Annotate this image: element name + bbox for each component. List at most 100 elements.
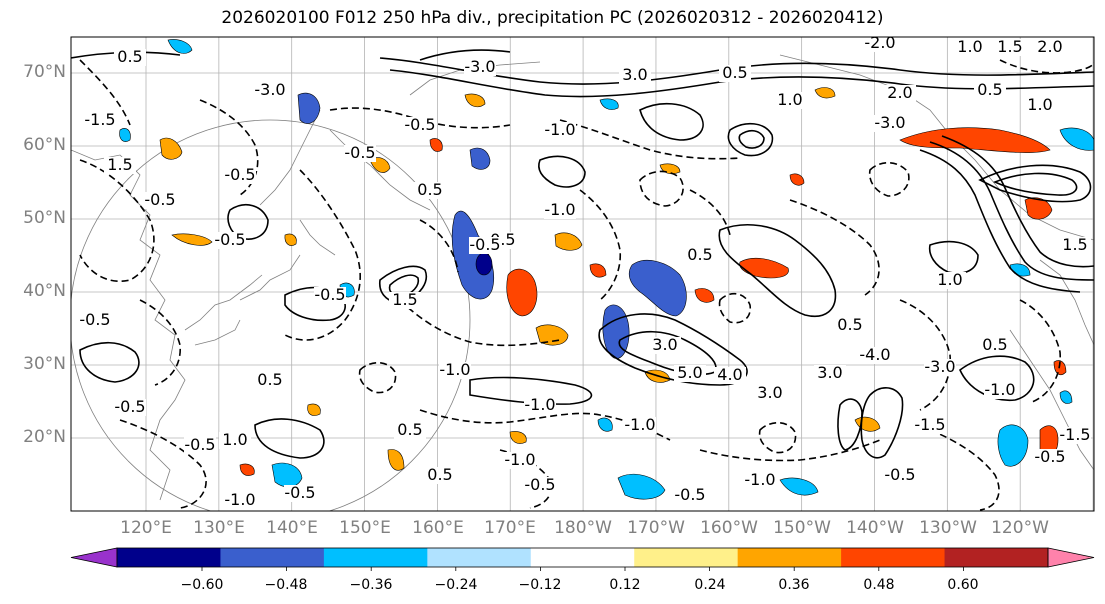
contour-label: -3.0: [464, 57, 495, 76]
contour-label-bg: [984, 382, 1016, 399]
contour-label: 0.5: [117, 47, 142, 66]
contour-label: 0.5: [837, 315, 862, 334]
contour-label: -0.5: [114, 397, 145, 416]
graticule: [71, 37, 1094, 511]
contour-label-bg: [114, 49, 146, 66]
contour-label: 1.5: [997, 37, 1022, 56]
contour-label: -1.0: [224, 490, 255, 509]
contour-label-bg: [624, 417, 656, 434]
lon-label-160e: 160°E: [412, 518, 464, 538]
contour-label-bg: [184, 437, 216, 454]
contour-label: -1.0: [504, 450, 535, 469]
lon-label-140w: 140°W: [846, 518, 904, 538]
contour-label-bg: [404, 117, 436, 134]
contour-label-bg: [224, 492, 256, 509]
colorbar: [70, 547, 1095, 571]
contour-label: -1.0: [439, 360, 470, 379]
contour-label: 2.0: [1037, 37, 1062, 56]
colorbar-tick-label: 0.48: [863, 577, 895, 593]
lon-label-130e: 130°E: [193, 518, 245, 538]
contour-label: -2.0: [864, 33, 895, 52]
contour-label: -0.5: [79, 310, 110, 329]
map-title: 2026020100 F012 250 hPa div., precipitat…: [221, 8, 884, 28]
lon-label-170e: 170°E: [484, 518, 536, 538]
contour-label: 1.0: [1027, 95, 1052, 114]
lat-label-30n: 30°N: [23, 354, 66, 374]
contour-label: -0.5: [214, 230, 245, 249]
contour-label-bg: [469, 237, 501, 254]
contour-label-bg: [1034, 39, 1066, 56]
contour-label-bg: [859, 347, 891, 364]
contour-label: -0.5: [674, 485, 705, 504]
contour-label-bg: [719, 65, 751, 82]
lon-label-120e: 120°E: [120, 518, 172, 538]
contour-label: -0.5: [344, 143, 375, 162]
lon-label-120w: 120°W: [991, 518, 1049, 538]
colorbar-segment: [944, 548, 1049, 567]
contour-label-bg: [684, 247, 716, 264]
contour-label: -1.0: [544, 200, 575, 219]
contour-label-bg: [424, 467, 456, 484]
colorbar-tick-label: −0.36: [349, 577, 393, 593]
contour-label-bg: [649, 337, 681, 354]
contour-label: -0.5: [1034, 447, 1065, 466]
contour-label: -1.0: [624, 415, 655, 434]
contour-label-bg: [864, 37, 896, 52]
contour-label: 0.5: [417, 180, 442, 199]
contour-label-bg: [994, 39, 1026, 56]
contour-label: 1.5: [107, 155, 132, 174]
contour-label: -0.5: [469, 235, 500, 254]
contour-label-bg: [224, 167, 256, 184]
contour-label: 1.5: [1062, 235, 1087, 254]
lat-label-50n: 50°N: [23, 208, 66, 228]
contour-label-bg: [114, 399, 146, 416]
lat-label-20n: 20°N: [23, 427, 66, 447]
contour-label-bg: [744, 472, 776, 489]
contour-label: 0.5: [722, 63, 747, 82]
contour-label: 0.5: [427, 465, 452, 484]
contour-label: 1.0: [937, 270, 962, 289]
colorbar-extend-min: [70, 547, 118, 568]
contour-label-bg: [414, 182, 446, 199]
contour-label: 1.0: [957, 37, 982, 56]
colorbar-segment: [634, 548, 739, 567]
contour-label-bg: [774, 92, 806, 109]
contour-label: -3.0: [874, 113, 905, 132]
lon-label-130w: 130°W: [919, 518, 977, 538]
contour-label-bg: [284, 485, 316, 502]
contour-label-bg: [1024, 97, 1056, 114]
lat-label-40n: 40°N: [23, 281, 66, 301]
colorbar-tick-label: 0.12: [609, 577, 641, 593]
contour-label: -0.5: [404, 115, 435, 134]
contour-label: 1.0: [777, 90, 802, 109]
contour-label-bg: [544, 122, 576, 139]
contour-label: -1.5: [914, 415, 945, 434]
contour-label: -1.0: [544, 120, 575, 139]
contour-label: 5.0: [677, 363, 702, 382]
colorbar-tick-label: 0.60: [947, 577, 979, 593]
contour-label-bg: [814, 365, 846, 382]
contour-label-bg: [84, 112, 116, 129]
lon-label-150w: 150°W: [773, 518, 831, 538]
contour-label: -1.5: [1059, 425, 1090, 444]
contour-label: -1.0: [744, 470, 775, 489]
contour-label-bg: [389, 292, 421, 309]
contour-label-bg: [544, 202, 576, 219]
colorbar-segment: [117, 548, 221, 567]
contour-label-bg: [254, 372, 286, 389]
colorbar-tick-label: 0.24: [694, 577, 726, 593]
contour-label: 1.5: [392, 290, 417, 309]
contour-label: -1.5: [84, 110, 115, 129]
contour-label-bg: [524, 397, 556, 414]
contour-label-bg: [79, 312, 111, 329]
colorbar-segment: [323, 548, 428, 567]
colorbar-segment: [427, 548, 532, 567]
colorbar-segment: [220, 548, 325, 567]
lat-label-60n: 60°N: [23, 135, 66, 155]
contour-label-bg: [464, 59, 496, 76]
contour-label-bg: [974, 82, 1006, 99]
contour-label: 3.0: [757, 383, 782, 402]
lat-label-70n: 70°N: [23, 62, 66, 82]
contour-label-bg: [219, 432, 251, 449]
